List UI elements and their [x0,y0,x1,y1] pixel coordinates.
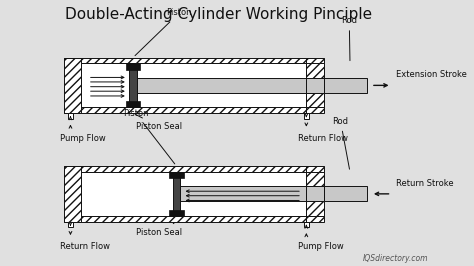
Bar [129,63,137,107]
Bar [306,78,324,93]
Bar [181,186,316,201]
Bar [169,172,184,178]
Text: Piston: Piston [123,109,175,164]
Text: IQSdirectory.com: IQSdirectory.com [363,254,428,263]
Text: Rod: Rod [341,16,357,61]
Bar [306,186,324,201]
Text: Extension Stroke: Extension Stroke [396,70,467,79]
Bar [64,57,82,113]
Bar [82,63,306,107]
Bar [64,107,306,113]
Bar [306,216,324,222]
Bar [68,222,73,227]
Text: Piston: Piston [135,8,192,56]
Text: Piston Seal: Piston Seal [136,114,182,131]
Bar [324,186,367,201]
Bar [306,201,324,216]
Bar [306,63,324,78]
Text: Pump Flow: Pump Flow [298,242,343,251]
Bar [126,63,140,69]
Bar [306,166,324,172]
Text: Return Stroke: Return Stroke [396,179,454,188]
Bar [64,57,306,63]
Text: Double-Acting Cylinder Working Pinciple: Double-Acting Cylinder Working Pinciple [65,7,373,22]
Bar [64,166,82,222]
Bar [64,166,306,172]
Bar [173,172,181,216]
Bar [304,222,309,227]
Bar [68,113,73,119]
Bar [324,78,367,93]
Text: Piston Seal: Piston Seal [136,223,182,237]
Bar [64,216,306,222]
Text: Return Flow: Return Flow [60,242,109,251]
Text: Pump Flow: Pump Flow [60,134,105,143]
Bar [137,78,316,93]
Bar [306,107,324,113]
Bar [306,57,324,63]
Bar [169,210,184,216]
Bar [126,101,140,107]
Bar [82,172,306,216]
Text: Rod: Rod [333,117,349,169]
Text: Return Flow: Return Flow [298,134,347,143]
Bar [306,93,324,107]
Bar [306,172,324,186]
Bar [304,113,309,119]
